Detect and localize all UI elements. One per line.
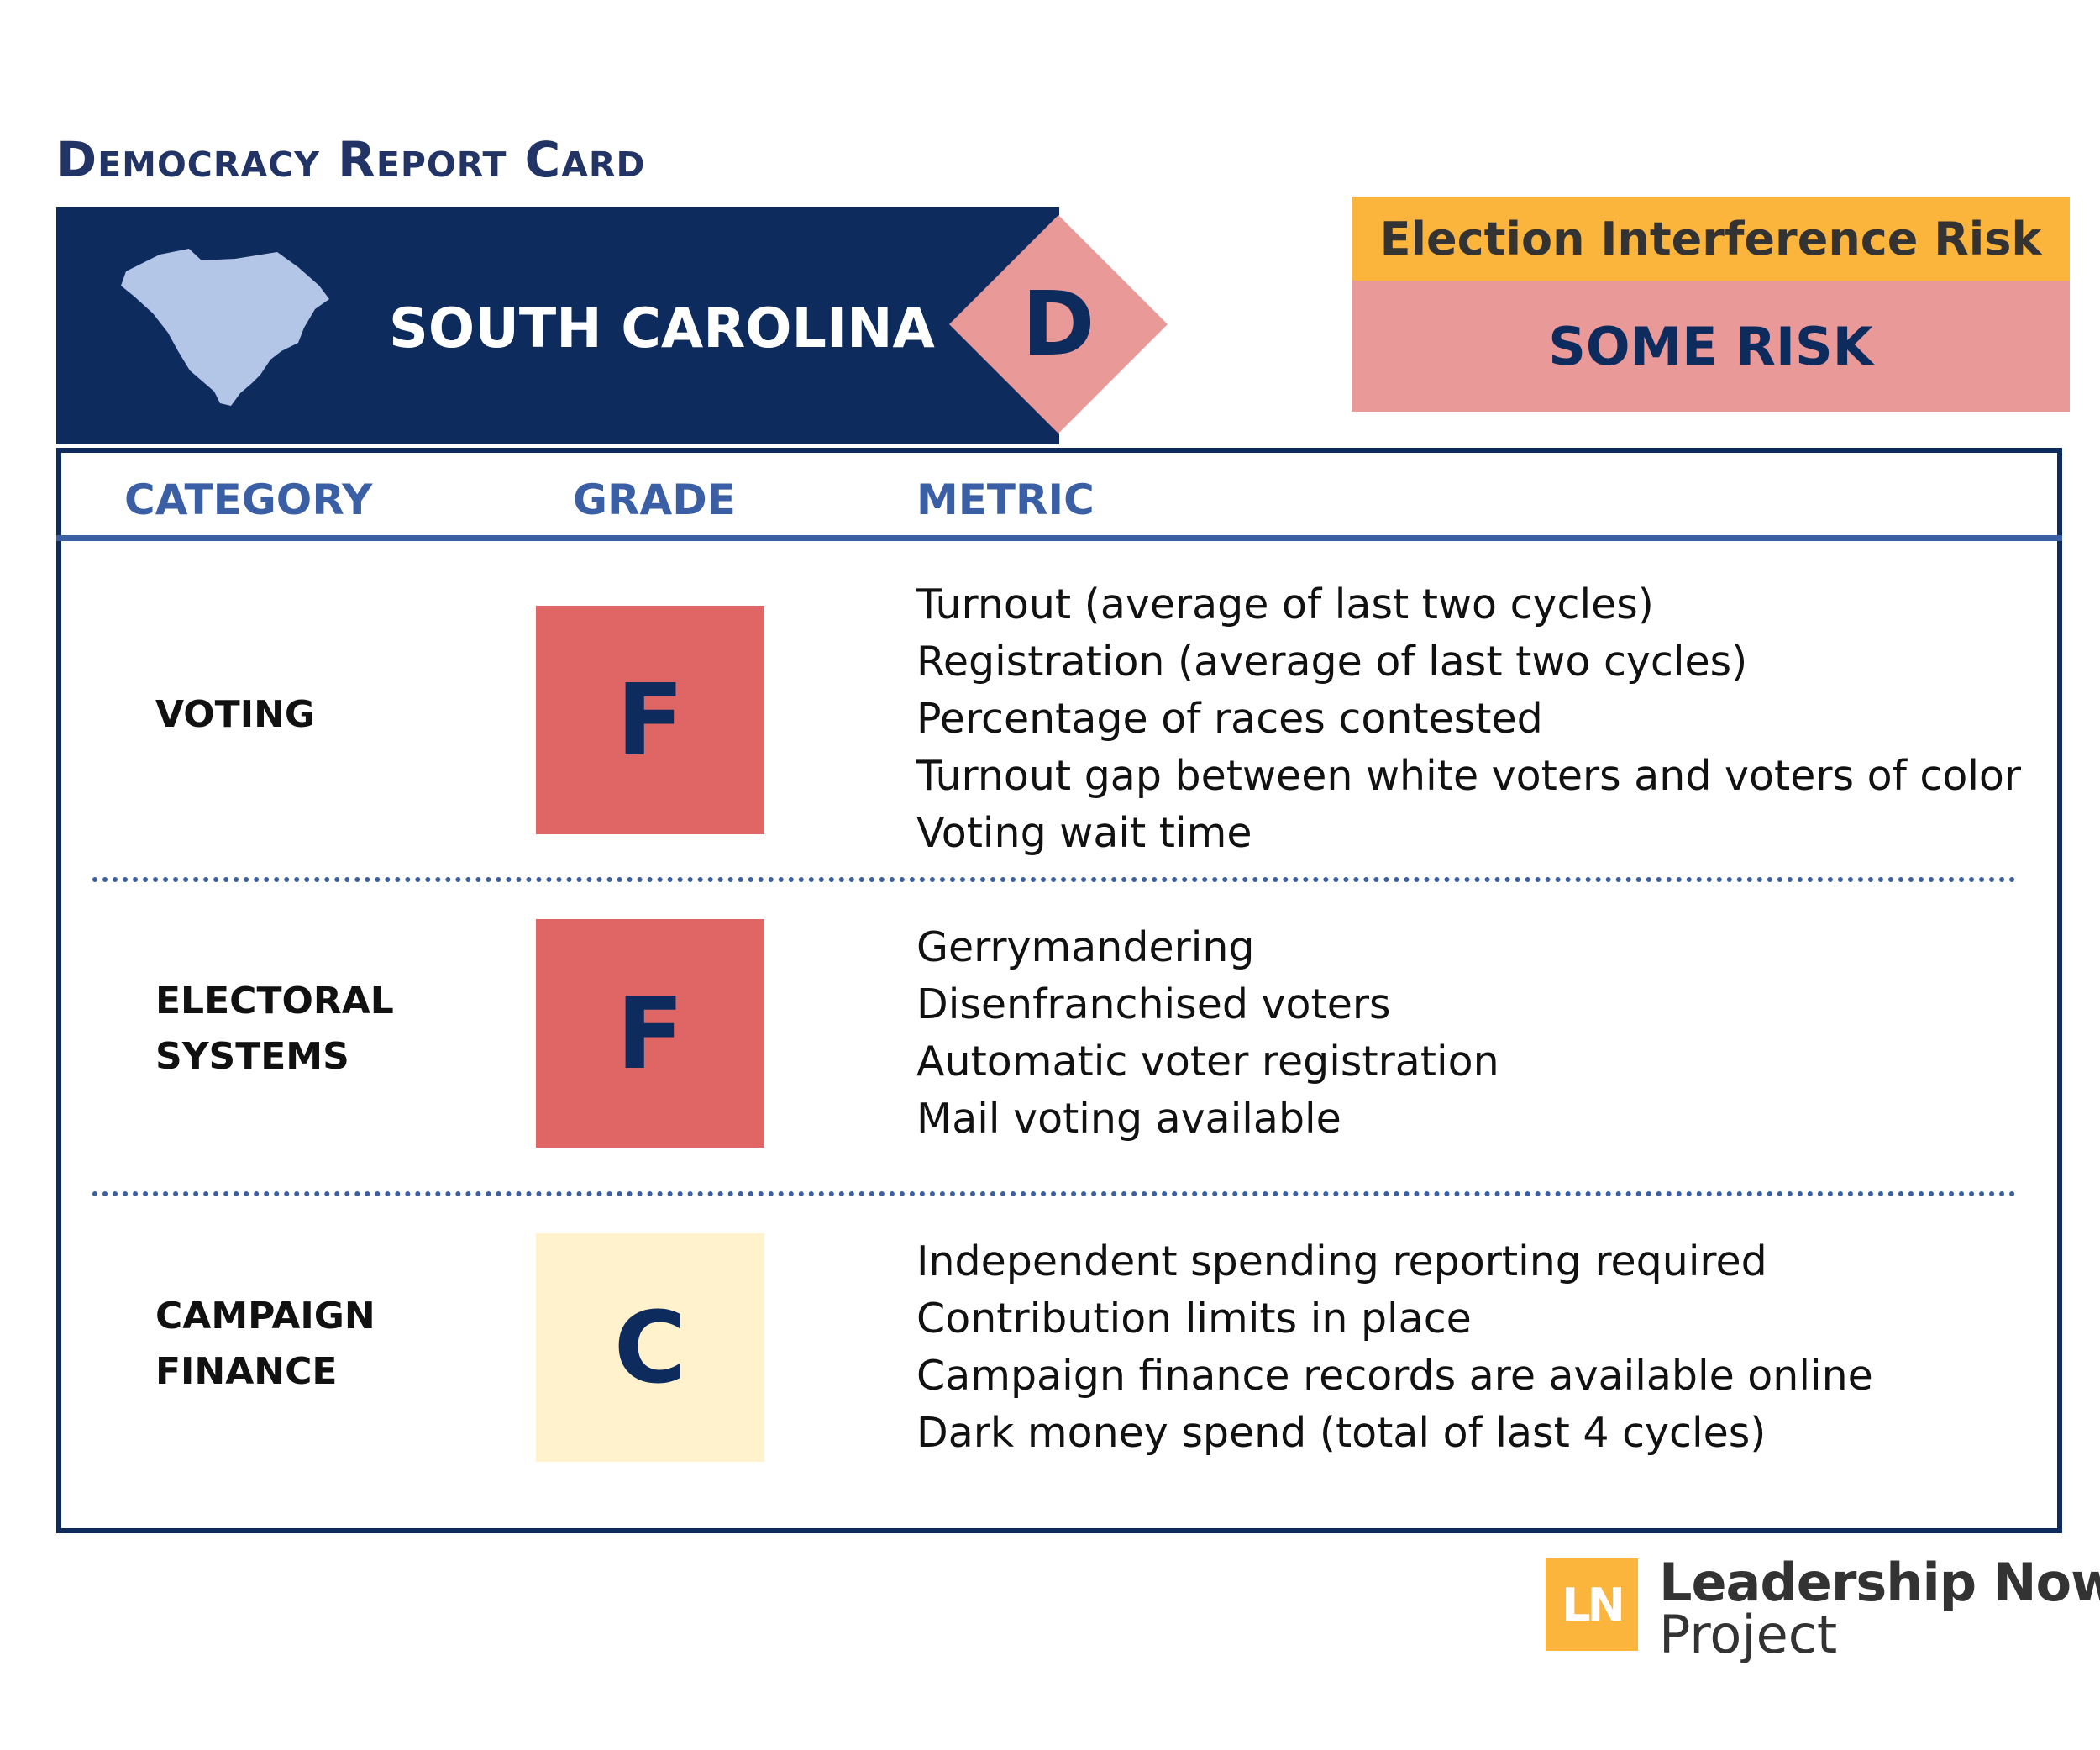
category-voting: VOTING bbox=[155, 687, 315, 743]
header-metric: METRIC bbox=[916, 476, 1095, 524]
state-name: SOUTH CAROLINA bbox=[389, 297, 935, 360]
metric-item: Independent spending reporting required bbox=[916, 1238, 1767, 1285]
risk-value: SOME RISK bbox=[1352, 281, 2070, 412]
metric-item: Turnout gap between white voters and vot… bbox=[916, 752, 2022, 800]
metric-item: Disenfranchised voters bbox=[916, 980, 1391, 1028]
category-label: ELECTORAL bbox=[155, 980, 394, 1022]
overall-grade: D bbox=[1021, 273, 1095, 376]
category-label: CAMPAIGN bbox=[155, 1295, 375, 1337]
grade-campaign-finance: C bbox=[536, 1233, 764, 1462]
metric-item: Mail voting available bbox=[916, 1095, 1341, 1143]
category-label: FINANCE bbox=[155, 1350, 338, 1393]
metric-item: Registration (average of last two cycles… bbox=[916, 638, 1748, 686]
metric-item: Campaign finance records are available o… bbox=[916, 1352, 1873, 1400]
metric-item: Turnout (average of last two cycles) bbox=[916, 581, 1654, 628]
metric-item: Automatic voter registration bbox=[916, 1038, 1499, 1085]
row-divider bbox=[92, 1191, 2016, 1196]
row-divider bbox=[92, 877, 2016, 882]
metric-item: Dark money spend (total of last 4 cycles… bbox=[916, 1409, 1767, 1457]
report-table bbox=[56, 448, 2062, 1533]
logo-name: Leadership Now bbox=[1659, 1552, 2100, 1613]
metrics-voting: Turnout (average of last two cycles) Reg… bbox=[916, 576, 2021, 862]
logo-monogram: LN bbox=[1546, 1558, 1638, 1651]
page-title: Democracy Report Card bbox=[56, 131, 646, 188]
category-label: VOTING bbox=[155, 693, 316, 736]
category-label: SYSTEMS bbox=[155, 1035, 349, 1078]
category-electoral-systems: ELECTORAL SYSTEMS bbox=[155, 974, 394, 1085]
metrics-campaign-finance: Independent spending reporting required … bbox=[916, 1233, 1873, 1462]
metric-item: Percentage of races contested bbox=[916, 695, 1543, 743]
metric-item: Gerrymandering bbox=[916, 923, 1255, 971]
metric-item: Voting wait time bbox=[916, 809, 1252, 857]
grade-voting: F bbox=[536, 606, 764, 834]
logo-subname: Project bbox=[1659, 1604, 1838, 1665]
metric-item: Contribution limits in place bbox=[916, 1295, 1472, 1343]
risk-label: Election Interference Risk bbox=[1352, 197, 2070, 281]
metrics-electoral-systems: Gerrymandering Disenfranchised voters Au… bbox=[916, 919, 1499, 1148]
header-divider bbox=[56, 535, 2062, 541]
header-grade: GRADE bbox=[573, 476, 736, 524]
state-map-icon bbox=[121, 249, 329, 406]
grade-electoral-systems: F bbox=[536, 919, 764, 1148]
header-category: CATEGORY bbox=[124, 476, 373, 524]
overall-grade-diamond bbox=[949, 215, 1168, 434]
category-campaign-finance: CAMPAIGN FINANCE bbox=[155, 1289, 375, 1400]
